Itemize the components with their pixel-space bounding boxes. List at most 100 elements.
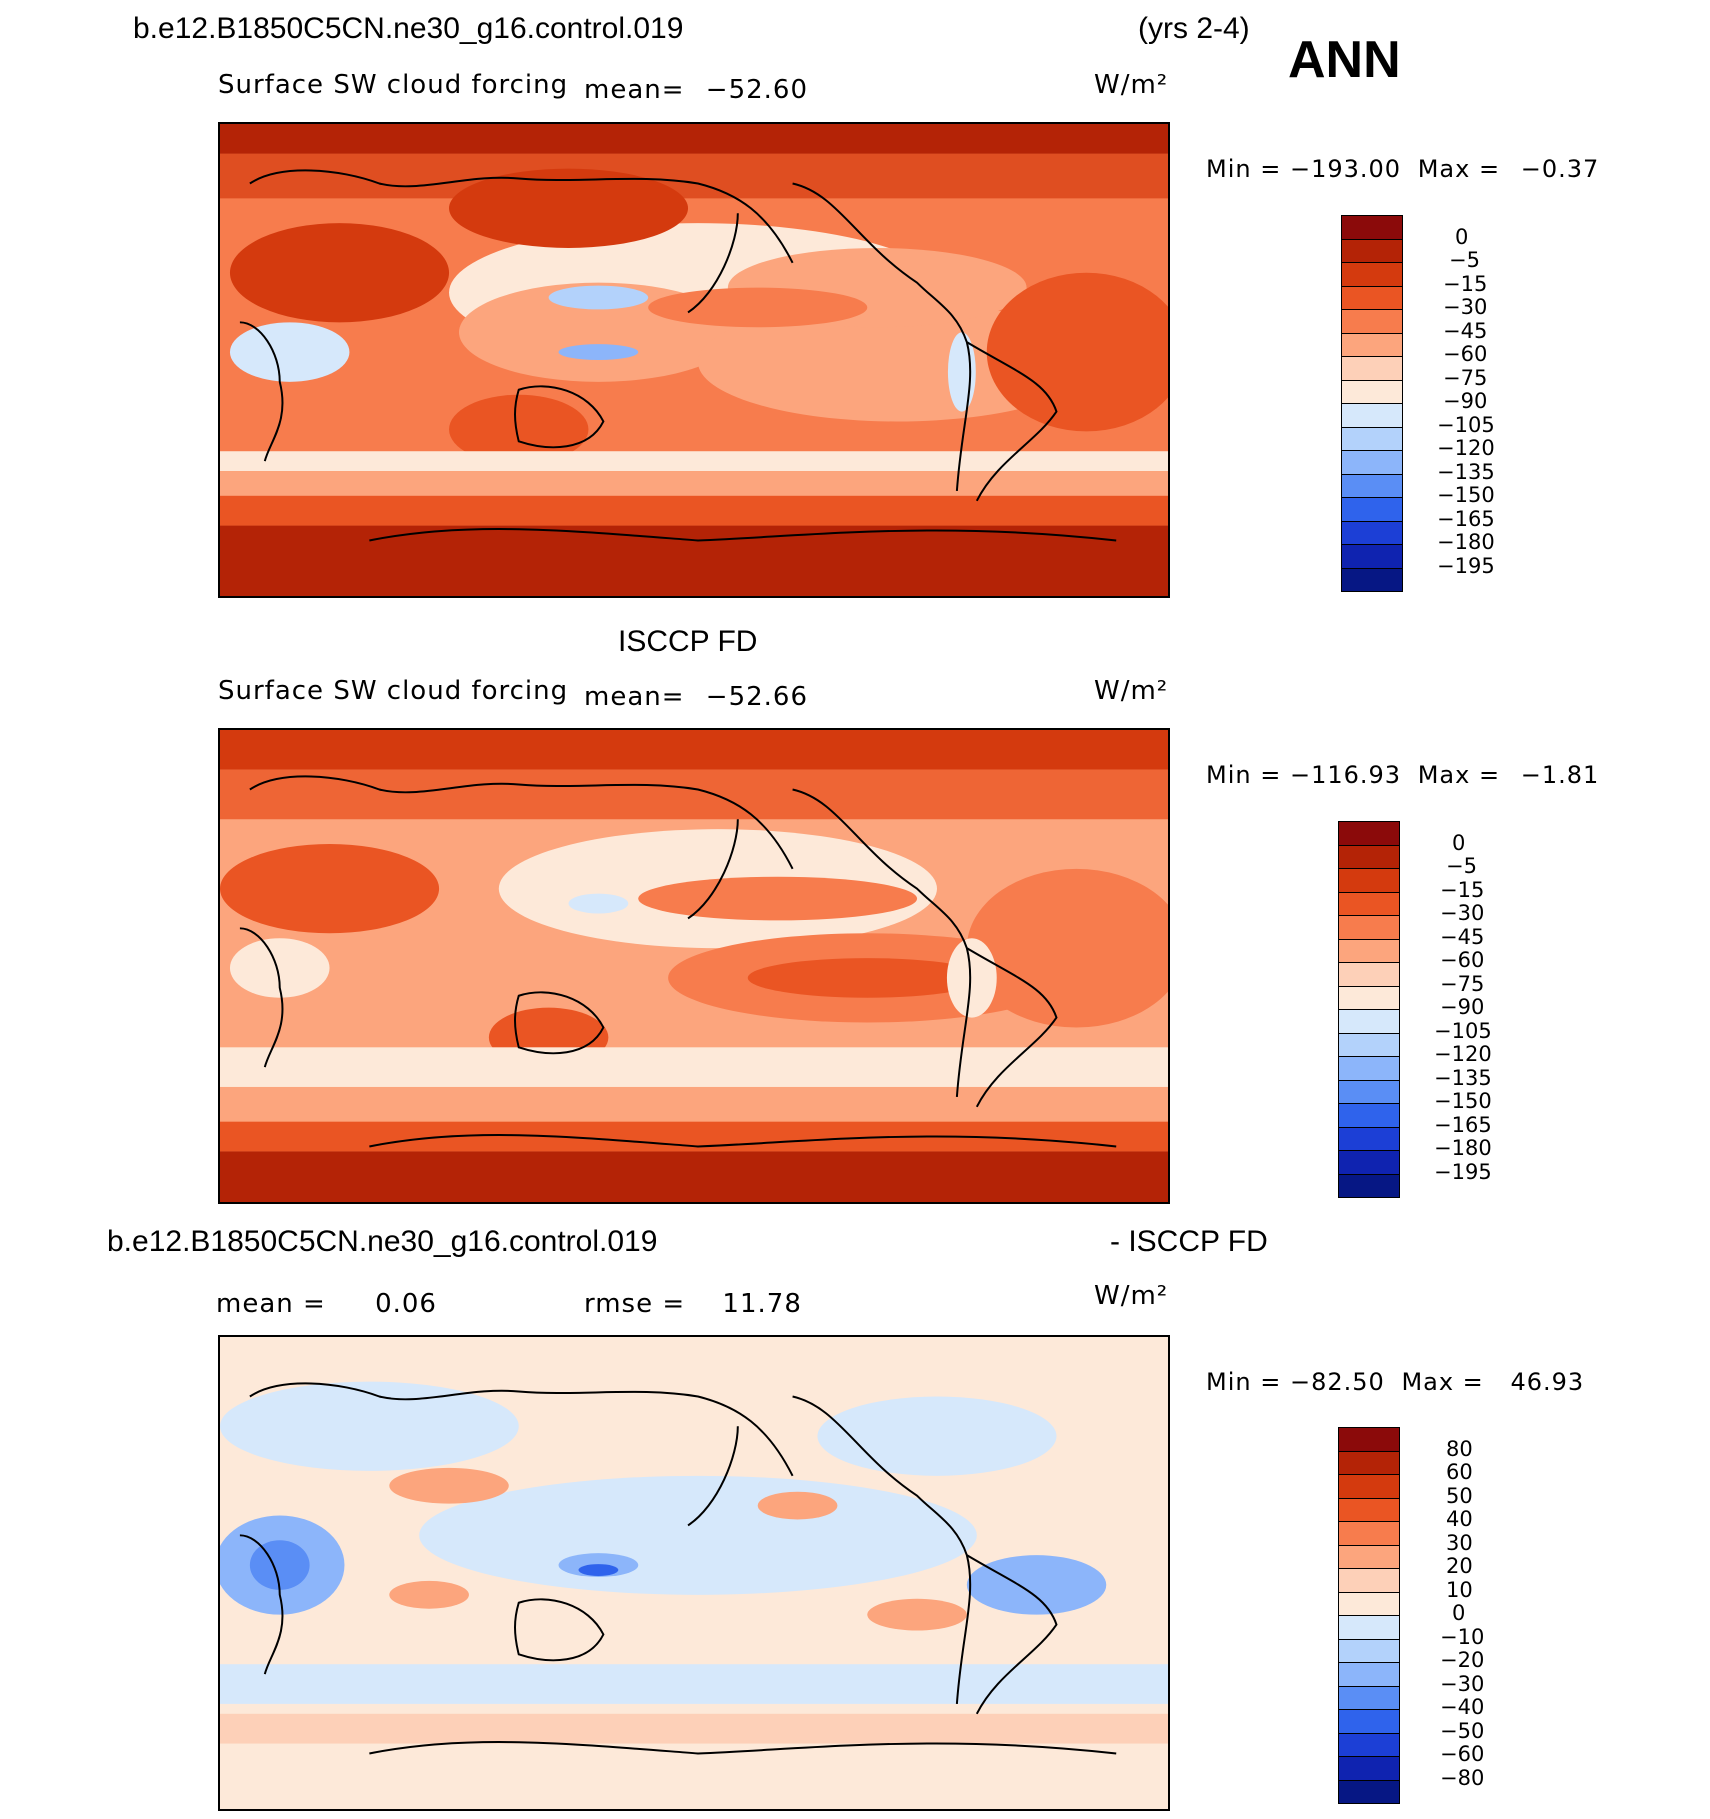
colorbar-swatch — [1338, 1544, 1400, 1569]
panel2-units: W/m² — [1094, 676, 1169, 706]
panel2-mean-label: mean= — [584, 682, 685, 712]
p3-coastlines — [239, 1382, 1117, 1755]
colorbar-tick-label: −5 — [1449, 248, 1480, 272]
panel3-title-right: - ISCCP FD — [1110, 1225, 1268, 1258]
colorbar-tick-label: 0 — [1455, 224, 1469, 249]
colorbar-swatch — [1341, 332, 1403, 357]
panel3-min-label: Min = — [1206, 1368, 1282, 1396]
colorbar-tick-label: 30 — [1446, 1530, 1473, 1555]
colorbar-swatch — [1338, 1427, 1400, 1452]
panel1-max-value: −0.37 — [1520, 155, 1600, 183]
colorbar-swatch — [1338, 938, 1400, 963]
panel2-title: ISCCP FD — [618, 625, 758, 658]
colorbar-tick-label: −75 — [1440, 971, 1485, 996]
p1-south-band3 — [220, 495, 1168, 526]
colorbar-tick-label: −15 — [1440, 877, 1485, 902]
colorbar-tick-label: −105 — [1437, 412, 1495, 437]
colorbar-swatch — [1338, 844, 1400, 869]
p3-tropical-belt — [419, 1475, 977, 1595]
colorbar-swatch — [1338, 915, 1400, 940]
p3-coast-australia — [514, 1598, 605, 1662]
colorbar-swatch — [1338, 1032, 1400, 1057]
panel2-min-value: −116.93 — [1289, 761, 1402, 789]
p2-north-band — [220, 730, 1168, 770]
panel1-variable: Surface SW cloud forcing — [218, 70, 569, 100]
colorbar-tick-label: −60 — [1440, 1742, 1485, 1766]
panel3-units: W/m² — [1094, 1281, 1169, 1311]
p3-asia-pos — [389, 1467, 509, 1504]
colorbar-swatch — [1341, 473, 1403, 498]
colorbar-tick-label: −10 — [1440, 1624, 1485, 1649]
panel3-mean: mean = 0.06 — [216, 1291, 437, 1317]
p1-antarctica — [220, 525, 1168, 596]
p2-tibet — [568, 893, 629, 914]
colorbar-swatch — [1341, 309, 1403, 334]
p2-south-band2 — [220, 1086, 1168, 1122]
p2-central-africa — [229, 938, 330, 998]
panel1-min-value: −193.00 — [1289, 155, 1402, 183]
p3-central-africa-core — [249, 1540, 310, 1590]
colorbar-swatch — [1341, 450, 1403, 475]
p3-pacific-pos — [757, 1491, 838, 1520]
p1-n-pacific-core — [648, 287, 868, 328]
panel3-title-left: b.e12.B1850C5CN.ne30_g16.control.019 — [107, 1225, 658, 1258]
colorbar-swatch — [1338, 1779, 1400, 1804]
colorbar-swatch — [1338, 1568, 1400, 1593]
panel2-map — [218, 728, 1170, 1204]
p3-south-band — [220, 1664, 1168, 1704]
p2-africa-north — [220, 844, 440, 934]
colorbar-swatch — [1338, 1521, 1400, 1546]
colorbar-tick-label: −195 — [1434, 1159, 1492, 1184]
p2-antarctica — [220, 1151, 1168, 1202]
panel1-mean: mean= −52.60 — [584, 77, 808, 103]
p1-coast-antarctica — [369, 528, 1117, 542]
colorbar-tick-label: −180 — [1434, 1136, 1492, 1160]
p1-coast-africa — [239, 321, 284, 462]
p2-atlantic — [966, 868, 1168, 1028]
colorbar-tick-label: −195 — [1437, 553, 1495, 578]
p1-central-africa — [229, 322, 350, 382]
p1-coastlines — [239, 169, 1117, 542]
colorbar-swatch — [1338, 1103, 1400, 1128]
colorbar-tick-label: −5 — [1446, 854, 1477, 878]
colorbar-swatch — [1338, 1079, 1400, 1104]
colorbar-tick-label: 60 — [1446, 1460, 1473, 1484]
colorbar-tick-label: 0 — [1452, 1601, 1466, 1625]
panel1-map-svg — [220, 124, 1168, 596]
p3-coast-americas — [792, 1395, 1058, 1715]
colorbar-tick-label: −40 — [1440, 1695, 1485, 1719]
colorbar-tick-label: −165 — [1434, 1112, 1492, 1137]
panel1-minmax: Min = −193.00 Max = −0.37 — [1206, 157, 1599, 181]
panel2-min-label: Min = — [1206, 761, 1282, 789]
p1-maritime — [558, 344, 639, 360]
colorbar-tick-label: 80 — [1446, 1436, 1473, 1461]
colorbar-swatch — [1338, 1126, 1400, 1151]
colorbar-swatch — [1338, 1474, 1400, 1499]
panel2-variable: Surface SW cloud forcing — [218, 676, 569, 706]
p2-south-band — [220, 1047, 1168, 1087]
colorbar-swatch — [1338, 1709, 1400, 1734]
colorbar-swatch — [1338, 1756, 1400, 1781]
p3-indian-pos — [389, 1580, 469, 1609]
p1-asia — [449, 168, 689, 248]
colorbar-tick-label: −30 — [1440, 1671, 1485, 1696]
p3-eurasia — [220, 1381, 519, 1471]
panel3-rmse: rmse = 11.78 — [584, 1291, 802, 1317]
colorbar-tick-label: −105 — [1434, 1018, 1492, 1043]
p1-south-band — [220, 451, 1168, 472]
colorbar-swatch — [1338, 1173, 1400, 1198]
p2-coast-eurasia — [249, 775, 794, 920]
colorbar-swatch — [1338, 1732, 1400, 1757]
panel2-map-svg — [220, 730, 1168, 1202]
panel1-map — [218, 122, 1170, 598]
panel3-rmse-label: rmse = — [584, 1289, 686, 1319]
colorbar-swatch — [1338, 1056, 1400, 1081]
colorbar-tick-label: −90 — [1440, 995, 1485, 1019]
colorbar-swatch — [1338, 1009, 1400, 1034]
p3-coast-eurasia — [249, 1382, 794, 1527]
p3-n-america — [817, 1396, 1057, 1476]
years-label: (yrs 2-4) — [1138, 12, 1250, 45]
p1-north-band — [220, 124, 1168, 154]
colorbar-swatch — [1341, 520, 1403, 545]
p1-coast-eurasia — [249, 169, 794, 314]
